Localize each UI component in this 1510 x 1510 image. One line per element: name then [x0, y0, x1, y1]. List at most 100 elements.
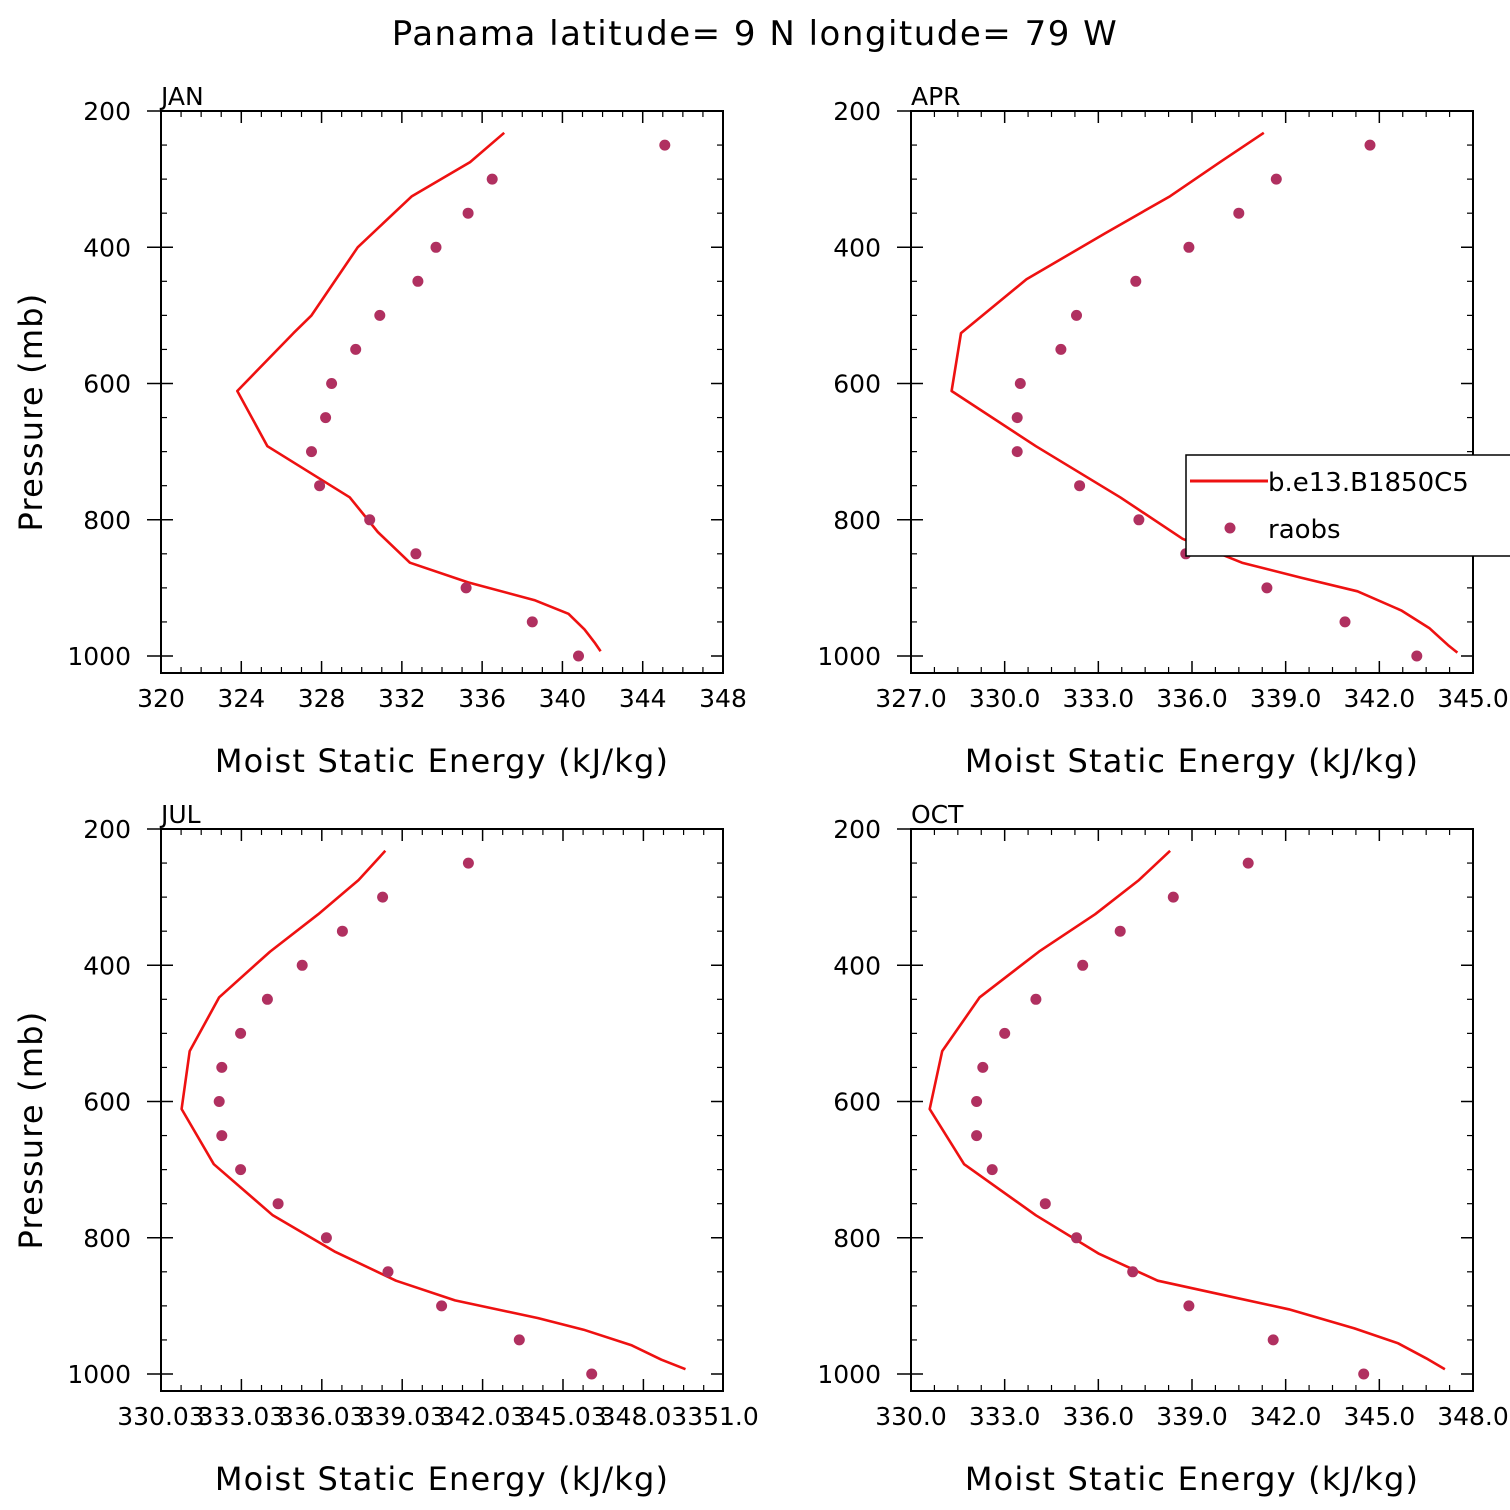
raobs-point — [1071, 309, 1082, 321]
raobs-point — [235, 1027, 247, 1039]
raobs-point — [1261, 582, 1273, 594]
x-tick-label: 336.03 — [278, 1402, 365, 1431]
raobs-point — [216, 1061, 228, 1073]
x-tick-label: 320 — [137, 684, 185, 713]
raobs-point — [986, 1164, 998, 1176]
y-tick-label: 1000 — [817, 1360, 881, 1389]
y-tick-label: 400 — [833, 951, 881, 980]
raobs-point — [573, 650, 584, 662]
panel-title: OCT — [911, 800, 964, 829]
y-tick-label: 600 — [833, 370, 881, 399]
y-tick-label: 1000 — [817, 642, 881, 671]
model-profile-line — [236, 131, 602, 652]
x-tick-label: 340 — [539, 684, 587, 713]
legend-label-raobs: raobs — [1268, 515, 1341, 545]
raobs-point — [1039, 1198, 1051, 1210]
x-tick-label: 330.0 — [969, 684, 1041, 713]
legend-box — [1185, 454, 1510, 557]
x-tick-label: 324 — [217, 684, 265, 713]
x-axis-title: Moist Static Energy (kJ/kg) — [215, 1460, 669, 1498]
raobs-point — [1030, 993, 1042, 1005]
raobs-point — [999, 1027, 1011, 1039]
x-tick-label: 330.03 — [117, 1402, 204, 1431]
x-tick-label: 333.03 — [198, 1402, 285, 1431]
y-tick-label: 1000 — [67, 1360, 131, 1389]
x-tick-label: 336.0 — [1063, 1402, 1135, 1431]
raobs-point — [430, 241, 442, 253]
raobs-point — [1071, 1232, 1082, 1244]
y-tick-label: 400 — [833, 233, 881, 262]
y-axis-title: Pressure (mb) — [12, 293, 50, 532]
raobs-point — [1167, 891, 1179, 903]
raobs-point — [436, 1300, 448, 1312]
raobs-point — [213, 1096, 225, 1107]
raobs-point — [1133, 514, 1145, 526]
x-tick-label: 333.0 — [969, 1402, 1041, 1431]
raobs-point — [977, 1061, 989, 1073]
x-axis-title: Moist Static Energy (kJ/kg) — [215, 742, 669, 780]
x-tick-label: 342.0 — [1250, 1402, 1322, 1431]
raobs-point — [1358, 1368, 1370, 1380]
legend-label-model: b.e13.B1850C5 — [1268, 468, 1469, 498]
figure-title: Panama latitude= 9 N longitude= 79 W — [392, 14, 1119, 54]
x-tick-label: 332 — [378, 684, 426, 713]
raobs-point — [320, 412, 332, 424]
raobs-point — [1011, 412, 1023, 424]
legend-marker-swatch — [1224, 522, 1236, 534]
x-tick-label: 339.0 — [1250, 684, 1322, 713]
x-tick-label: 344 — [619, 684, 667, 713]
raobs-point — [412, 275, 424, 287]
raobs-point — [1183, 1300, 1195, 1312]
raobs-point — [971, 1096, 983, 1107]
raobs-point — [460, 582, 472, 594]
y-tick-label: 600 — [83, 1088, 131, 1117]
legend: b.e13.B1850C5 raobs — [1185, 454, 1510, 557]
panel-title: JAN — [159, 82, 204, 111]
raobs-point — [1183, 241, 1195, 253]
y-tick-label: 600 — [83, 370, 131, 399]
raobs-point — [235, 1164, 247, 1176]
raobs-point — [374, 309, 386, 321]
raobs-point — [462, 207, 474, 219]
x-tick-label: 328 — [298, 684, 346, 713]
x-tick-label: 342.03 — [439, 1402, 526, 1431]
y-axis-title: Pressure (mb) — [12, 1011, 50, 1250]
y-tick-label: 1000 — [67, 642, 131, 671]
model-profile-line — [180, 849, 686, 1371]
raobs-point — [320, 1232, 332, 1244]
x-tick-label: 339.0 — [1156, 1402, 1228, 1431]
raobs-point — [1127, 1266, 1139, 1278]
x-tick-label: 336 — [458, 684, 506, 713]
raobs-point — [1014, 378, 1026, 389]
y-tick-label: 200 — [833, 97, 881, 126]
raobs-point — [1339, 616, 1351, 628]
x-tick-label: 330.0 — [875, 1402, 947, 1431]
x-tick-label: 345.03 — [519, 1402, 606, 1431]
x-axis-title: Moist Static Energy (kJ/kg) — [965, 742, 1419, 780]
raobs-point — [526, 616, 538, 628]
raobs-point — [1077, 959, 1089, 971]
raobs-point — [336, 925, 348, 937]
raobs-point — [513, 1334, 525, 1346]
raobs-point — [971, 1130, 983, 1142]
raobs-point — [272, 1198, 284, 1210]
x-tick-label: 333.0 — [1063, 684, 1135, 713]
panel-jan: JAN 320 324 328 332 336 340 344 348 200 400 600 800 1… — [12, 82, 747, 780]
raobs-point — [350, 343, 362, 355]
raobs-point — [1364, 139, 1376, 151]
raobs-point — [1270, 173, 1282, 185]
raobs-point — [1074, 480, 1086, 492]
y-tick-label: 200 — [83, 815, 131, 844]
y-tick-label: 800 — [83, 506, 131, 535]
raobs-point — [1411, 650, 1423, 662]
x-tick-label: 351.0 — [687, 1402, 759, 1431]
y-tick-label: 400 — [83, 233, 131, 262]
y-tick-label: 800 — [833, 1224, 881, 1253]
model-profile-line — [928, 849, 1446, 1371]
raobs-point — [326, 378, 338, 389]
y-tick-label: 600 — [833, 1088, 881, 1117]
raobs-point — [1055, 343, 1067, 355]
raobs-point — [216, 1130, 228, 1142]
raobs-point — [1242, 857, 1254, 869]
